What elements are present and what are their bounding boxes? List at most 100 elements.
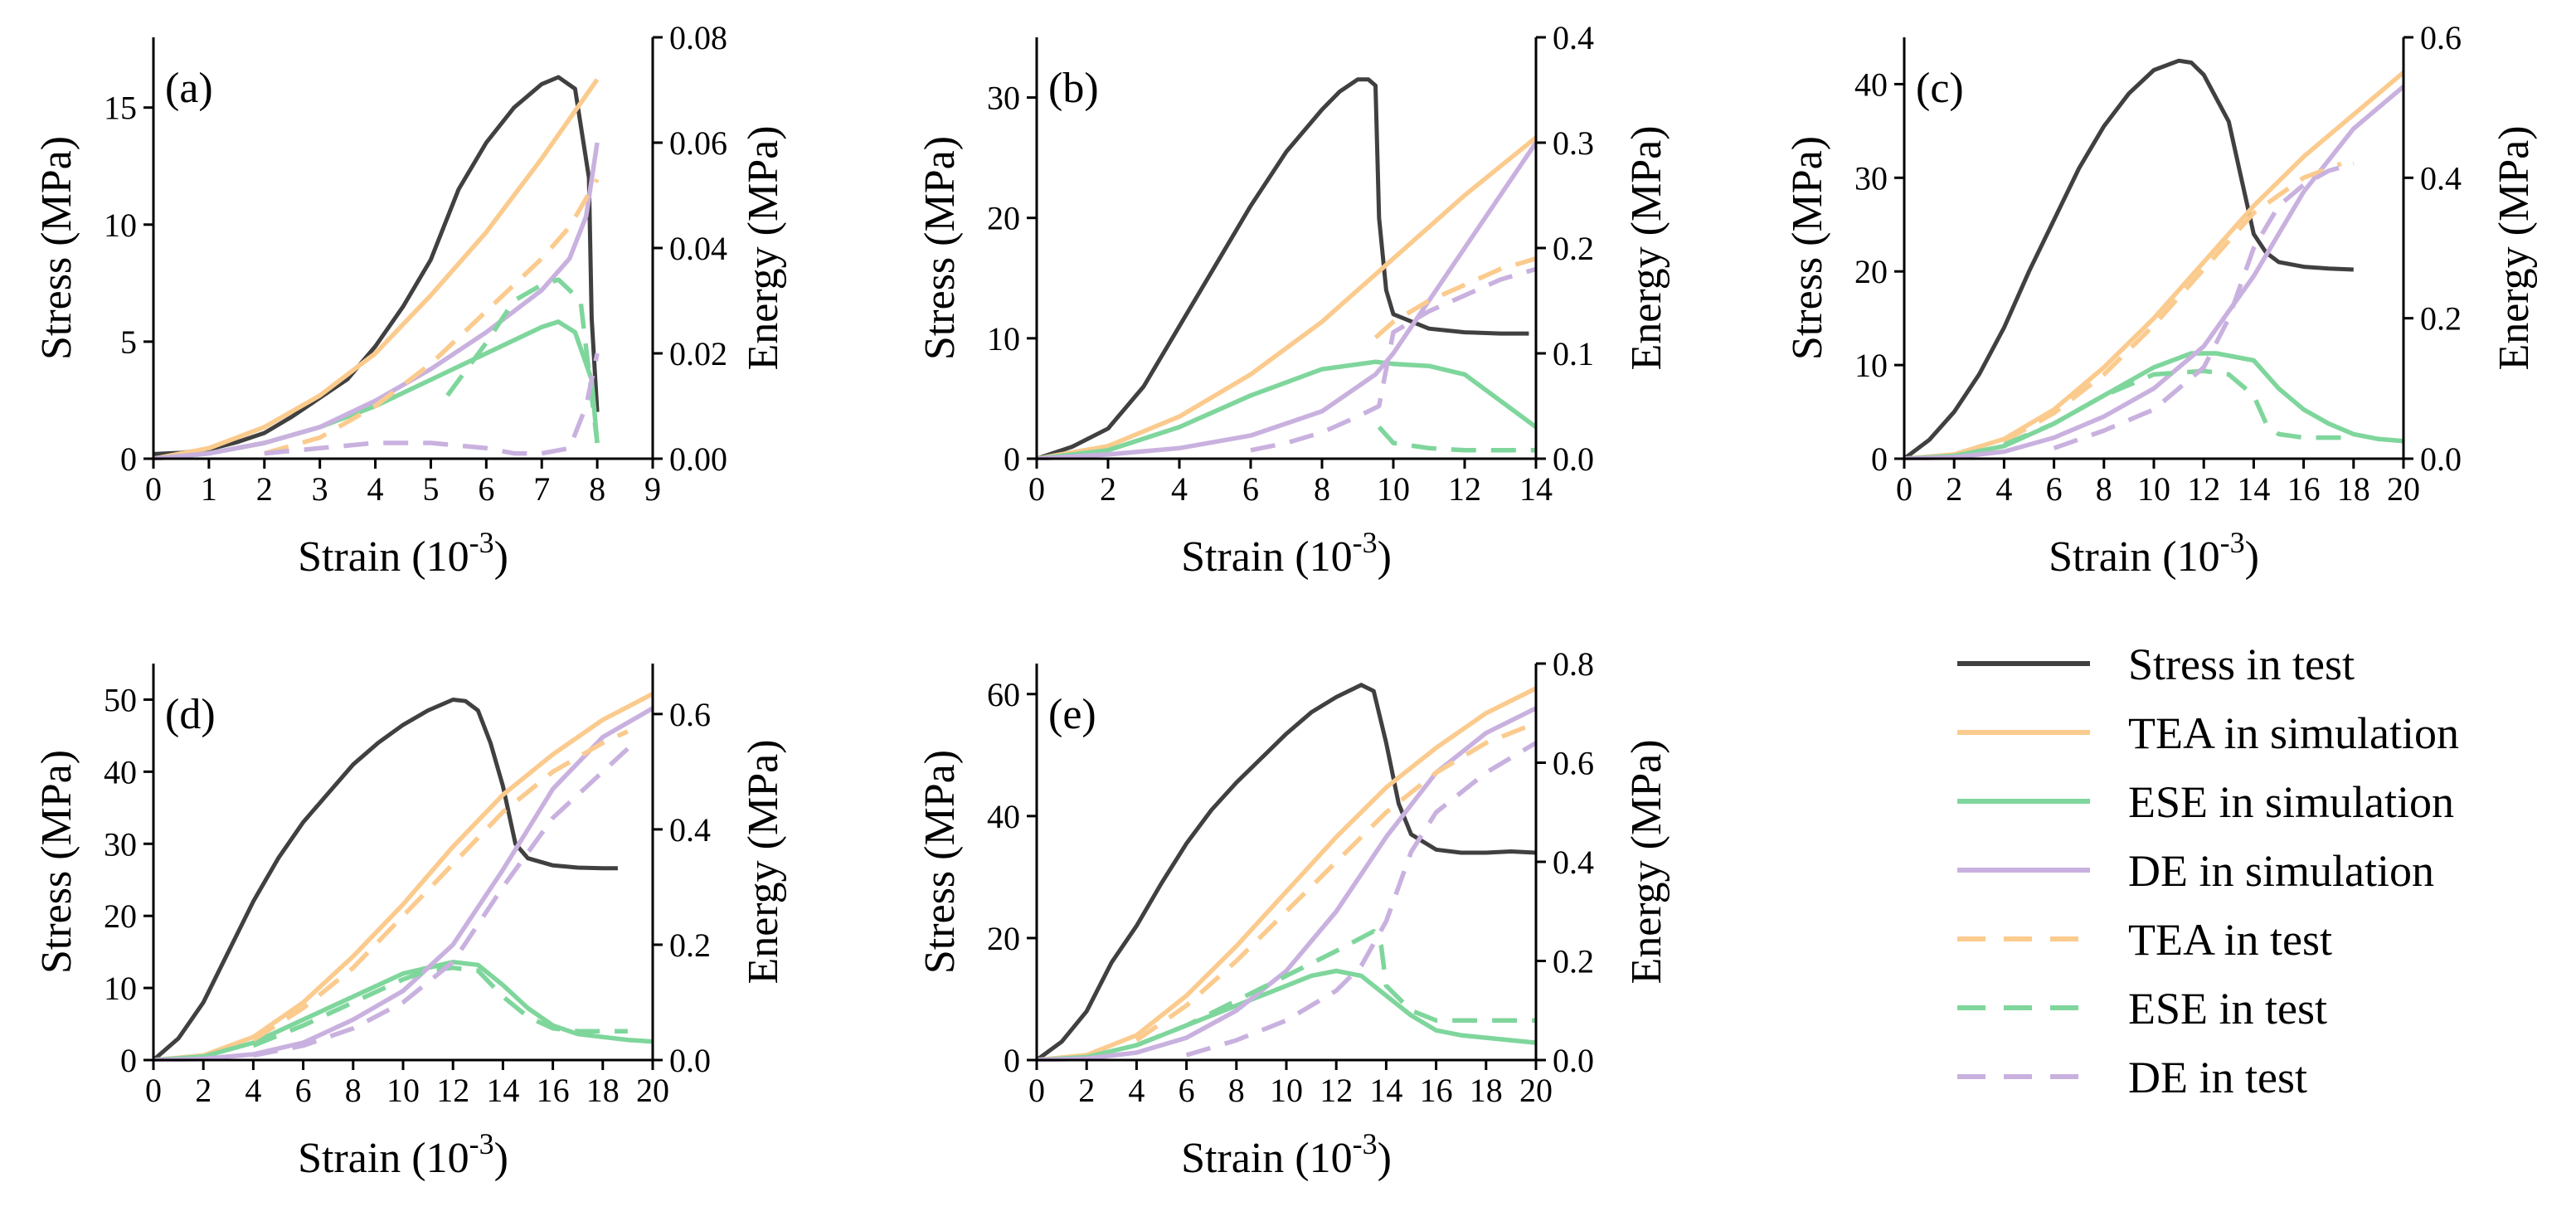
x-axis-title-exp: -3	[2220, 526, 2245, 559]
series-line-ese-in-simulation	[1037, 359, 1536, 460]
panel-a: 0 1 2 3 4 5 6 7 8 90510150.000.020.040.060.08(a)S…	[33, 19, 787, 581]
x-tick-label: 10	[1377, 470, 1410, 508]
series-line-ese-in-test	[1135, 928, 1536, 1048]
x-tick-label: 7	[533, 470, 550, 508]
series-line-stress-in-test	[1037, 77, 1529, 460]
x-tick-label: 5	[422, 470, 439, 508]
legend-label: DE in test	[2128, 1053, 2307, 1102]
series-line-de-in-test	[252, 747, 629, 1058]
x-tick-label: 8	[1314, 470, 1330, 508]
series-line-de-in-simulation	[153, 706, 653, 1062]
x-tick-label: 14	[1519, 470, 1553, 508]
y-tick-label: 40	[1854, 66, 1888, 103]
y2-tick-label: 0.6	[669, 696, 711, 733]
x-tick-label: 8	[589, 470, 605, 508]
y-tick-label: 0	[1004, 1042, 1020, 1079]
series-line-ese-in-test	[445, 277, 600, 444]
x-tick-label: 6	[1179, 1072, 1195, 1109]
x-tick-label: 1	[201, 470, 217, 508]
y2-tick-label: 0.4	[2420, 159, 2462, 197]
series-line-stress-in-test	[1904, 58, 2354, 460]
series-line-ese-in-test	[1377, 426, 1536, 453]
chart-panels: 0 1 2 3 4 5 6 7 8 90510150.000.020.040.060.08(a)S…	[33, 19, 2538, 1182]
y-tick-label: 10	[1854, 347, 1888, 384]
x-tick-label: 2	[1078, 1072, 1095, 1109]
x-tick-label: 18	[586, 1072, 620, 1109]
x-axis-title-exp: -3	[1353, 526, 1378, 559]
x-tick-label: 10	[2137, 470, 2170, 508]
x-axis-title-main: Strain (10	[298, 1135, 469, 1182]
x-tick-label: 4	[367, 470, 384, 508]
y-tick-label: 0	[1004, 440, 1020, 478]
series-line-de-in-simulation	[1037, 141, 1536, 460]
series-line-tea-in-simulation	[1904, 71, 2403, 460]
x-tick-label: 18	[1470, 1072, 1503, 1109]
x-tick-label: 2	[1100, 470, 1116, 508]
x-axis-title: Strain (10-3)	[2049, 526, 2259, 581]
series-line-stress-in-test	[153, 75, 600, 456]
x-tick-label: 14	[1369, 1072, 1402, 1109]
y-tick-label: 50	[104, 681, 137, 718]
y-tick-label: 20	[987, 200, 1020, 237]
series-line-de-in-simulation	[153, 142, 600, 460]
y2-tick-label: 0.3	[1553, 124, 1594, 162]
x-tick-label: 0	[145, 470, 162, 508]
y2-tick-label: 0.2	[1553, 230, 1594, 267]
y2-tick-label: 0.00	[669, 440, 727, 478]
series-group	[153, 75, 600, 460]
x-tick-label: 8	[345, 1072, 362, 1109]
x-tick-label: 16	[537, 1072, 570, 1109]
x-tick-label: 4	[1995, 470, 2012, 508]
series-line-tea-in-simulation	[153, 78, 600, 460]
y2-tick-label: 0.1	[1553, 335, 1594, 372]
x-tick-label: 20	[2387, 470, 2420, 508]
panel-label: (d)	[165, 691, 216, 738]
x-tick-label: 6	[1242, 470, 1259, 508]
y-tick-label: 0	[120, 1042, 137, 1079]
series-line-tea-in-simulation	[153, 692, 653, 1062]
y-tick-label: 10	[987, 320, 1020, 358]
x-tick-label: 12	[436, 1072, 469, 1109]
series-group	[1037, 683, 1536, 1062]
x-tick-label: 2	[195, 1072, 211, 1109]
y2-tick-label: 0.0	[2420, 440, 2462, 478]
x-axis-title-close: )	[1378, 533, 1392, 581]
series-group	[1904, 58, 2403, 460]
y2-tick-label: 0.2	[2420, 300, 2462, 338]
y2-tick-label: 0.0	[669, 1042, 711, 1079]
x-tick-label: 6	[295, 1072, 312, 1109]
x-tick-label: 12	[2187, 470, 2220, 508]
x-tick-label: 0	[1028, 1072, 1045, 1109]
series-line-ese-in-simulation	[1904, 351, 2403, 460]
x-tick-label: 8	[1228, 1072, 1245, 1109]
y-tick-label: 15	[104, 90, 137, 127]
y2-tick-label: 0.0	[1553, 440, 1594, 478]
x-tick-label: 0	[145, 1072, 162, 1109]
legend-label: Stress in test	[2128, 640, 2355, 689]
y-axis-title: Stress (MPa)	[916, 136, 964, 360]
panel-b: 0 2 4 6 8 10 12 14 0 10 20 30 0.0 0.1 0.2 0.3 0.4 (b) Stra…	[916, 19, 1670, 581]
legend-label: ESE in simulation	[2128, 777, 2454, 827]
y2-tick-label: 0.4	[669, 811, 711, 849]
y2-tick-label: 0.8	[1553, 645, 1594, 683]
x-tick-label: 4	[1171, 470, 1188, 508]
x-tick-label: 14	[2237, 470, 2270, 508]
legend-entry: TEA in simulation	[1957, 708, 2459, 758]
y2-tick-label: 0.08	[669, 19, 727, 56]
legend-entry: ESE in test	[1957, 984, 2327, 1034]
y2-tick-label: 0.6	[1553, 745, 1594, 782]
y-tick-label: 5	[120, 323, 137, 361]
y-tick-label: 0	[1871, 440, 1888, 478]
series-line-de-in-test	[1185, 741, 1536, 1058]
y2-axis-title: Energy (MPa)	[1623, 739, 1670, 984]
x-axis-title-main: Strain (10	[1181, 1135, 1353, 1182]
panel-label: (c)	[1916, 65, 1964, 112]
series-line-de-in-simulation	[1904, 85, 2403, 460]
legend-entry: DE in simulation	[1957, 846, 2434, 896]
y-tick-label: 20	[987, 920, 1020, 957]
y2-axis-title: Energy (MPa)	[740, 739, 787, 984]
x-tick-label: 20	[636, 1072, 669, 1109]
panel-label: (a)	[165, 65, 213, 112]
legend-entry: DE in test	[1957, 1053, 2307, 1102]
legend-label: DE in simulation	[2128, 846, 2434, 896]
